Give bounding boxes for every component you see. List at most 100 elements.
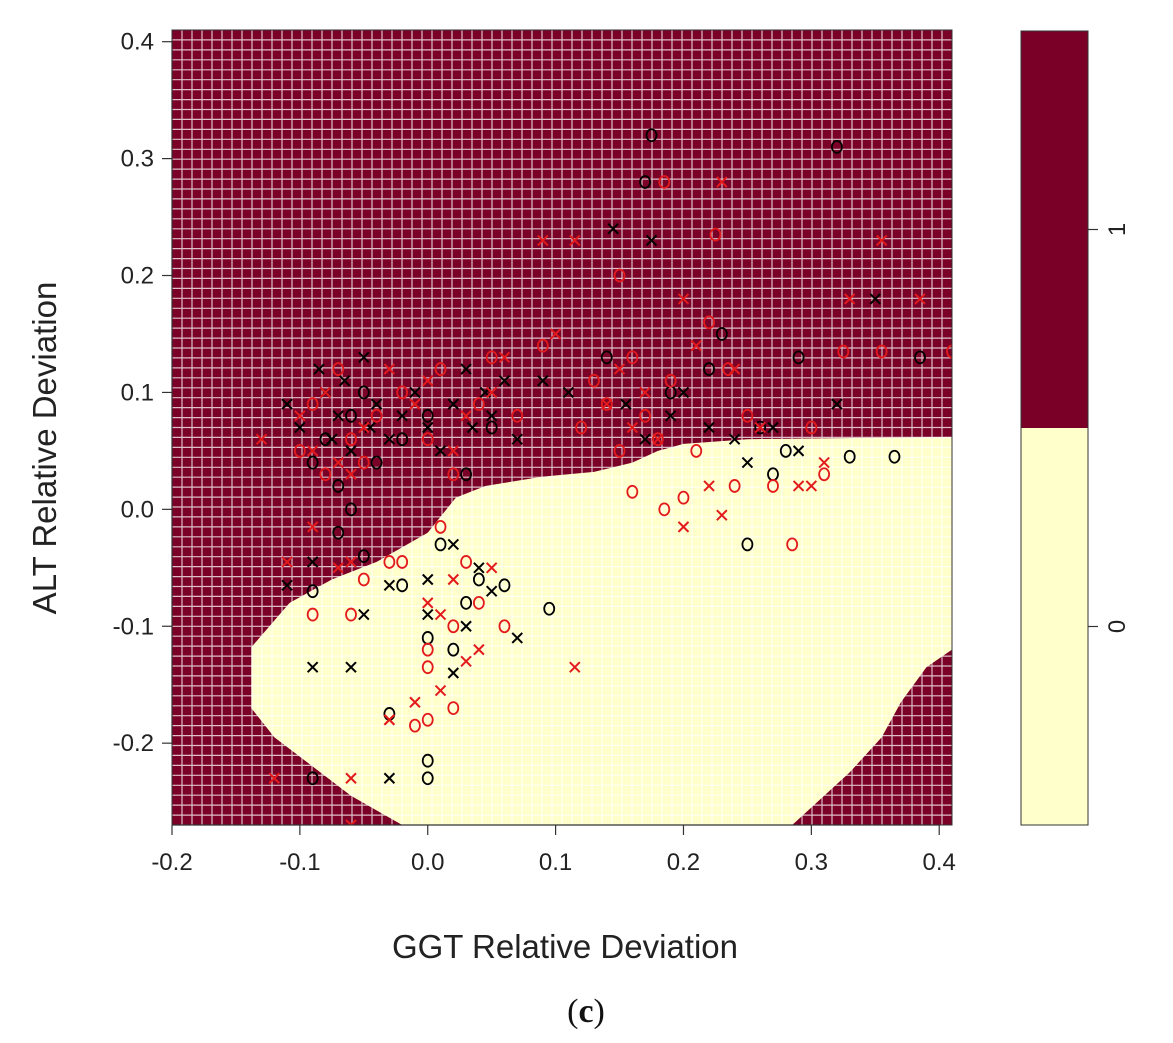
point-o	[383, 555, 396, 569]
point-x	[358, 608, 370, 621]
point-o	[421, 660, 434, 675]
panel-label-close: )	[594, 993, 605, 1030]
colorbar: 10	[1020, 30, 1131, 826]
x-tick-label: 0.1	[539, 849, 572, 876]
point-x	[409, 398, 421, 410]
point-x	[345, 556, 357, 568]
point-x	[332, 410, 344, 422]
point-o	[345, 502, 357, 517]
y-tick-label: 0.3	[121, 146, 154, 173]
point-x	[843, 293, 856, 305]
point-x	[383, 433, 396, 445]
point-o	[658, 502, 671, 517]
point-x	[728, 363, 741, 375]
point-o	[626, 350, 639, 365]
colorbar-label: 1	[1104, 223, 1131, 236]
point-x	[306, 661, 319, 673]
point-x	[562, 386, 575, 399]
point-x	[434, 684, 447, 697]
point-o	[345, 432, 357, 447]
point-o	[293, 443, 306, 458]
point-o	[536, 338, 549, 353]
point-o	[472, 397, 485, 412]
point-x	[473, 562, 485, 574]
point-x	[792, 480, 805, 492]
point-x	[607, 223, 619, 235]
point-x	[422, 375, 434, 387]
point-o	[370, 408, 383, 423]
point-o	[715, 327, 728, 341]
point-x	[383, 579, 396, 592]
point-x	[792, 445, 805, 457]
grid-mesh	[172, 30, 952, 825]
point-o	[472, 595, 485, 610]
point-o	[421, 432, 434, 447]
y-tick-label: -0.1	[113, 613, 154, 640]
point-o	[396, 555, 409, 569]
point-o	[639, 408, 652, 423]
point-o	[658, 175, 671, 189]
point-x	[818, 456, 830, 469]
point-x	[422, 597, 434, 609]
point-x	[677, 293, 690, 305]
x-axis: -0.2 -0.1 0.0 0.1 0.2 0.3 0.4	[151, 824, 956, 876]
point-o	[677, 490, 690, 505]
series-red-o	[293, 175, 952, 733]
point-o	[703, 315, 715, 330]
point-x	[728, 433, 741, 445]
point-o	[575, 420, 588, 435]
point-o	[421, 753, 434, 768]
point-o	[888, 449, 901, 464]
point-o	[485, 350, 498, 365]
point-o	[741, 408, 754, 423]
point-o	[613, 268, 626, 283]
point-o	[447, 467, 460, 482]
point-x	[326, 433, 338, 445]
point-x	[447, 538, 460, 551]
point-o	[472, 572, 485, 587]
point-x	[422, 421, 434, 434]
point-x	[805, 480, 818, 492]
point-x	[338, 375, 351, 387]
grid-lines	[172, 30, 952, 825]
point-o	[460, 555, 472, 569]
point-o	[639, 175, 652, 189]
point-x	[332, 562, 344, 574]
colorbar-label: 0	[1104, 620, 1131, 633]
y-tick-label: -0.2	[113, 730, 154, 757]
point-o	[741, 537, 754, 552]
point-x	[460, 363, 472, 375]
series-red-x	[255, 176, 926, 825]
point-o	[690, 443, 703, 458]
x-tick-label: -0.2	[151, 849, 192, 876]
y-tick-label: 0.0	[121, 496, 154, 523]
point-o	[626, 484, 639, 499]
point-x	[569, 661, 581, 673]
point-x	[620, 398, 632, 410]
point-x	[345, 661, 357, 673]
point-x	[460, 620, 472, 632]
point-o	[396, 432, 409, 447]
point-o	[767, 479, 779, 493]
point-o	[652, 432, 664, 447]
point-o	[498, 578, 511, 593]
y-tick-label: 0.4	[121, 29, 154, 56]
point-x	[345, 468, 357, 480]
point-o	[306, 455, 319, 470]
point-x	[358, 351, 370, 364]
point-o	[421, 712, 434, 727]
point-x	[294, 410, 306, 422]
x-tick-label: 0.0	[411, 849, 444, 876]
y-tick-label: 0.2	[121, 263, 154, 290]
point-x	[703, 421, 715, 434]
point-o	[421, 642, 434, 657]
point-x	[767, 421, 779, 434]
point-o	[498, 619, 511, 634]
point-o	[786, 537, 799, 552]
point-o	[421, 771, 434, 786]
point-o	[792, 350, 805, 365]
point-x	[332, 456, 344, 469]
point-o	[357, 572, 370, 587]
point-x	[549, 328, 562, 340]
